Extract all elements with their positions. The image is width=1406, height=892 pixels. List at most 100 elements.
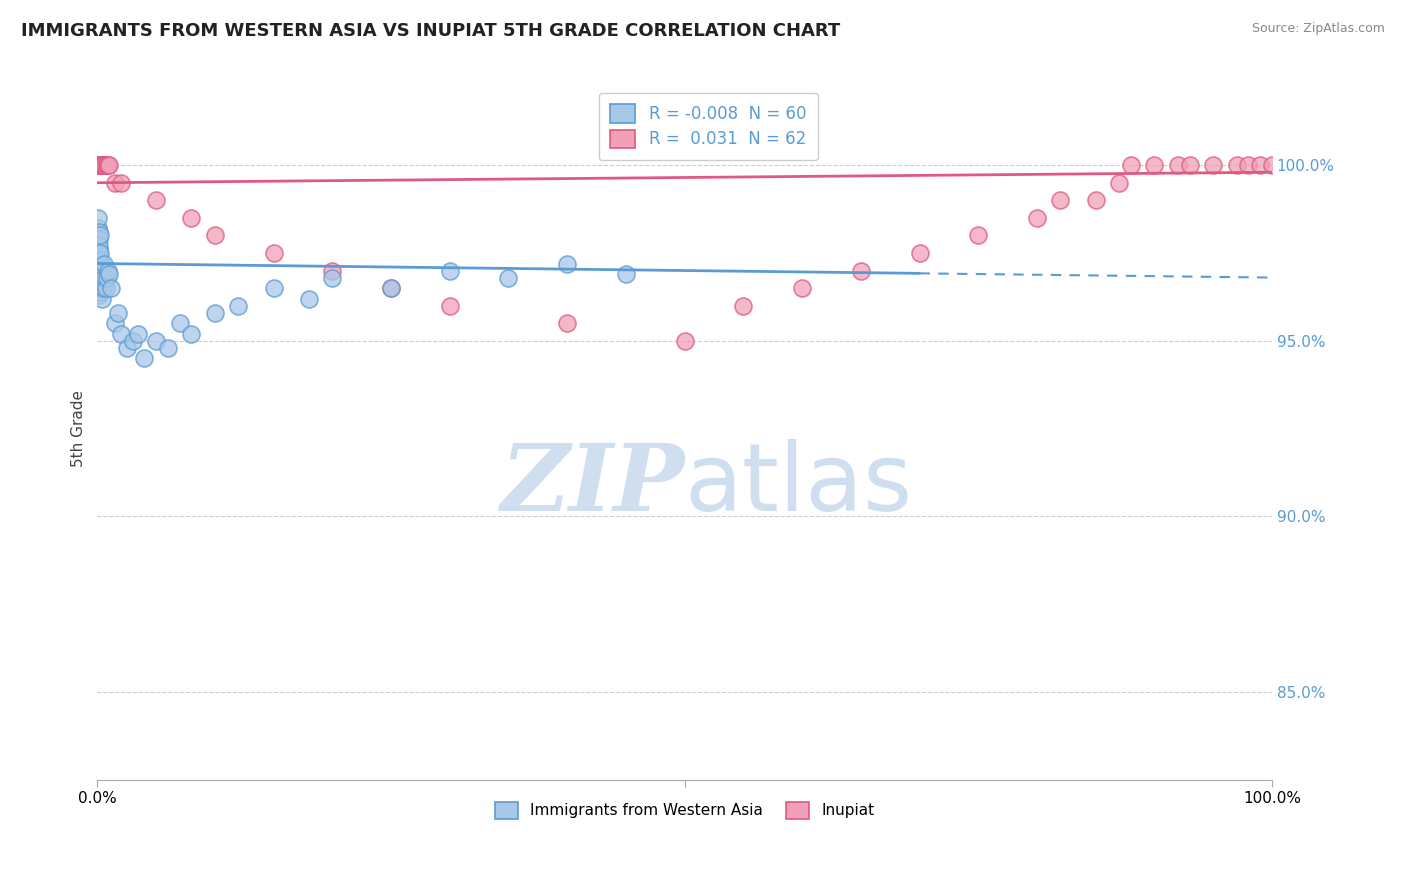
- Point: [87, 270, 110, 285]
- Point: [98, 267, 121, 281]
- Point: [87, 228, 110, 243]
- Point: [849, 263, 872, 277]
- Point: [1108, 176, 1130, 190]
- Point: [380, 281, 402, 295]
- Point: [87, 158, 110, 172]
- Point: [87, 158, 110, 172]
- Point: [100, 281, 122, 295]
- Point: [226, 299, 249, 313]
- Point: [90, 263, 112, 277]
- Point: [94, 158, 117, 172]
- Point: [614, 267, 637, 281]
- Point: [89, 267, 111, 281]
- Point: [90, 281, 112, 295]
- Point: [87, 260, 110, 274]
- Point: [127, 326, 149, 341]
- Point: [93, 270, 115, 285]
- Point: [145, 194, 167, 208]
- Point: [97, 158, 120, 172]
- Point: [1178, 158, 1201, 172]
- Point: [498, 270, 520, 285]
- Point: [439, 263, 461, 277]
- Point: [555, 316, 578, 330]
- Text: atlas: atlas: [685, 439, 912, 531]
- Point: [91, 281, 114, 295]
- Point: [87, 211, 110, 225]
- Point: [91, 158, 114, 172]
- Point: [86, 158, 108, 172]
- Text: IMMIGRANTS FROM WESTERN ASIA VS INUPIAT 5TH GRADE CORRELATION CHART: IMMIGRANTS FROM WESTERN ASIA VS INUPIAT …: [21, 22, 841, 40]
- Point: [87, 158, 110, 172]
- Point: [90, 158, 112, 172]
- Point: [89, 228, 111, 243]
- Point: [91, 263, 114, 277]
- Point: [87, 256, 110, 270]
- Point: [89, 246, 111, 260]
- Point: [97, 263, 120, 277]
- Y-axis label: 5th Grade: 5th Grade: [72, 390, 86, 467]
- Point: [1202, 158, 1225, 172]
- Point: [86, 158, 108, 172]
- Point: [98, 158, 121, 172]
- Point: [96, 270, 118, 285]
- Point: [87, 263, 110, 277]
- Point: [89, 274, 111, 288]
- Point: [908, 246, 931, 260]
- Point: [439, 299, 461, 313]
- Point: [110, 326, 132, 341]
- Text: ZIP: ZIP: [501, 440, 685, 530]
- Point: [87, 158, 110, 172]
- Point: [87, 158, 110, 172]
- Point: [145, 334, 167, 348]
- Point: [87, 158, 110, 172]
- Point: [87, 243, 110, 257]
- Point: [321, 263, 343, 277]
- Point: [263, 246, 285, 260]
- Point: [87, 158, 110, 172]
- Point: [90, 292, 112, 306]
- Point: [87, 158, 110, 172]
- Point: [86, 158, 108, 172]
- Point: [89, 158, 111, 172]
- Point: [321, 270, 343, 285]
- Legend: Immigrants from Western Asia, Inupiat: Immigrants from Western Asia, Inupiat: [489, 796, 880, 824]
- Point: [90, 158, 112, 172]
- Point: [87, 158, 110, 172]
- Point: [204, 306, 226, 320]
- Point: [87, 232, 110, 246]
- Point: [1167, 158, 1189, 172]
- Point: [86, 235, 108, 250]
- Point: [89, 239, 111, 253]
- Point: [204, 228, 226, 243]
- Point: [134, 351, 156, 366]
- Point: [89, 158, 111, 172]
- Point: [87, 250, 110, 264]
- Point: [1226, 158, 1249, 172]
- Point: [90, 270, 112, 285]
- Point: [1119, 158, 1142, 172]
- Point: [263, 281, 285, 295]
- Point: [380, 281, 402, 295]
- Point: [86, 158, 108, 172]
- Point: [94, 281, 117, 295]
- Point: [87, 252, 110, 267]
- Point: [1237, 158, 1260, 172]
- Point: [89, 158, 111, 172]
- Point: [104, 176, 127, 190]
- Point: [87, 158, 110, 172]
- Point: [298, 292, 321, 306]
- Point: [110, 176, 132, 190]
- Point: [1084, 194, 1107, 208]
- Point: [967, 228, 990, 243]
- Point: [1143, 158, 1166, 172]
- Point: [104, 316, 127, 330]
- Point: [89, 285, 111, 299]
- Point: [733, 299, 755, 313]
- Point: [86, 221, 108, 235]
- Point: [673, 334, 696, 348]
- Point: [107, 306, 129, 320]
- Point: [96, 158, 118, 172]
- Point: [93, 256, 115, 270]
- Point: [89, 158, 111, 172]
- Point: [89, 158, 111, 172]
